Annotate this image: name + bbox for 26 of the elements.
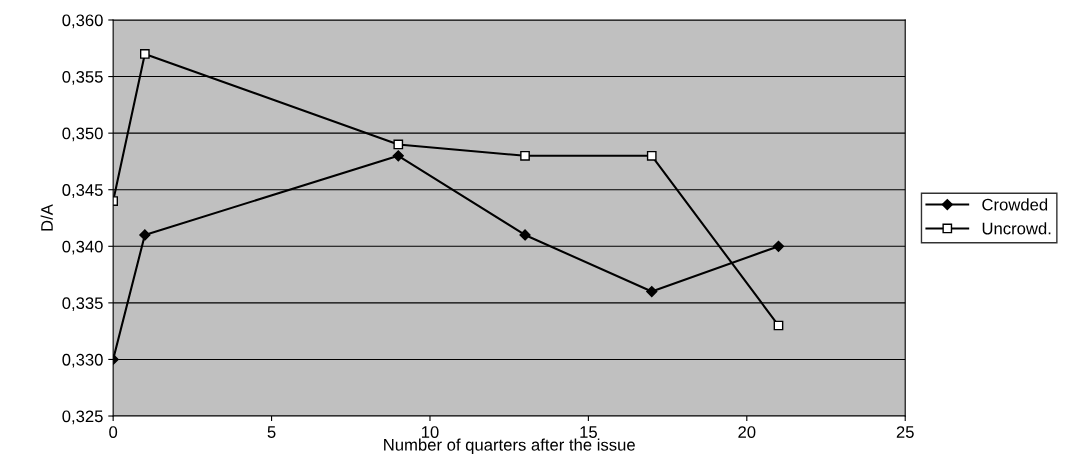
x-tick-label: 5 <box>267 426 276 438</box>
x-tick-label: 25 <box>896 426 914 438</box>
point <box>392 150 404 162</box>
y-tick-label: 0,335 <box>62 297 103 312</box>
point <box>520 150 530 161</box>
point <box>139 49 150 59</box>
y-tick-label: 0,345 <box>62 184 103 198</box>
point <box>646 285 658 298</box>
x-tick-label: 10 <box>421 426 439 438</box>
point <box>139 229 151 241</box>
x-tick-label: 15 <box>580 426 597 438</box>
legend-label: Uncrowd. <box>982 222 1051 235</box>
y-tick-label: 0,330 <box>62 353 103 368</box>
y-tick-label: 0,350 <box>62 127 103 142</box>
x-tick-label: 0 <box>109 426 118 438</box>
x-axis-title: Number of quarters after the issue <box>384 438 635 455</box>
x-tick-label: 20 <box>738 426 756 438</box>
y-tick-label: 0,360 <box>62 14 103 29</box>
point <box>646 150 657 161</box>
y-tick-label: 0,325 <box>62 410 103 425</box>
y-tick-label: 0,340 <box>62 240 103 255</box>
y-tick-label: 0,355 <box>62 70 103 85</box>
point <box>772 240 785 252</box>
legend-label: Crowded <box>982 198 1048 211</box>
y-axis-title: D/A <box>40 204 53 231</box>
point <box>393 139 404 150</box>
